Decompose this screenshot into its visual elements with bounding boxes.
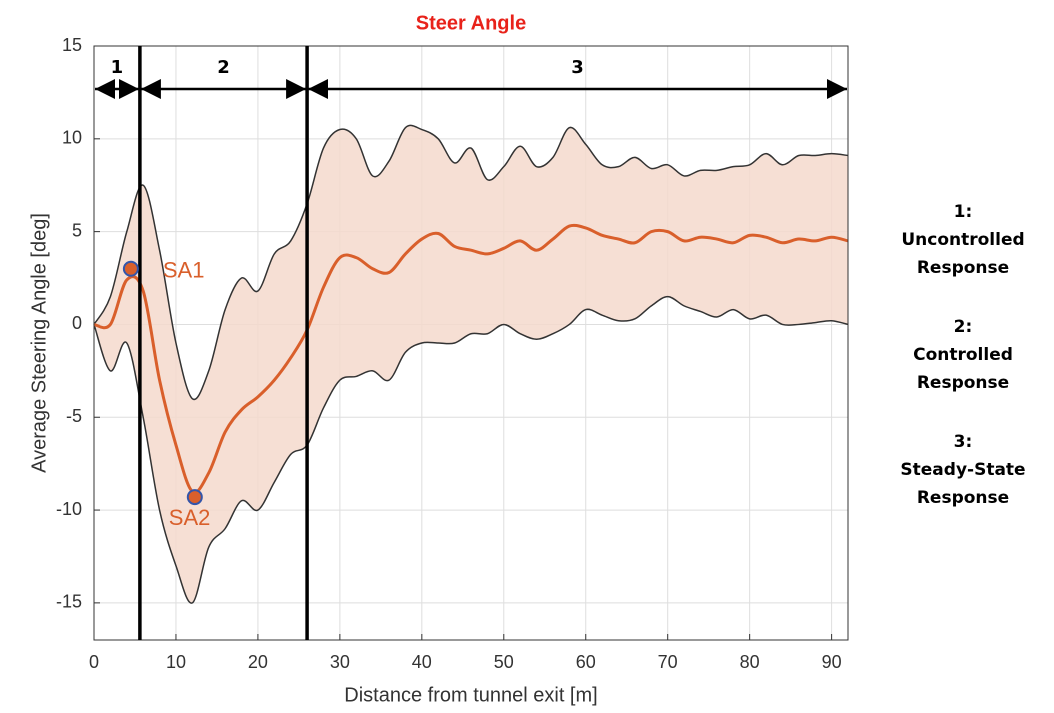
- y-tick-label: 0: [72, 313, 82, 333]
- side-note: Response: [917, 488, 1009, 508]
- y-tick-label: -15: [56, 592, 82, 612]
- side-note: 3:: [954, 432, 973, 452]
- region-label: 1: [111, 57, 124, 78]
- x-tick-label: 10: [166, 652, 186, 672]
- side-note: Uncontrolled: [901, 230, 1024, 250]
- marker-label: SA2: [169, 505, 211, 530]
- x-axis-label: Distance from tunnel exit [m]: [344, 684, 597, 706]
- band-edge: [93, 124, 849, 401]
- chart-title: Steer Angle: [416, 12, 526, 34]
- y-tick-label: 10: [62, 128, 82, 148]
- x-tick-label: 70: [658, 652, 678, 672]
- side-note: Steady-State: [900, 460, 1025, 480]
- marker: [122, 260, 139, 277]
- side-note: 2:: [954, 317, 973, 337]
- x-tick-label: 40: [412, 652, 432, 672]
- y-tick-label: -10: [56, 499, 82, 519]
- y-tick-label: -5: [66, 406, 82, 426]
- plot-frame: [93, 45, 849, 641]
- x-tick-label: 60: [576, 652, 596, 672]
- mean-line: [93, 223, 849, 494]
- x-tick-label: 0: [89, 652, 99, 672]
- x-tick-label: 30: [330, 652, 350, 672]
- y-axis-label: Average Steering Angle [deg]: [28, 213, 50, 473]
- y-tick-label: 5: [72, 220, 82, 240]
- x-tick-label: 90: [822, 652, 842, 672]
- marker-label: SA1: [163, 258, 205, 283]
- side-note: Response: [917, 373, 1009, 393]
- region-label: 2: [217, 57, 230, 78]
- marker: [186, 489, 203, 506]
- side-note: 1:: [954, 202, 973, 222]
- band-edge: [93, 295, 849, 604]
- side-note: Controlled: [913, 345, 1013, 365]
- x-tick-label: 80: [740, 652, 760, 672]
- x-tick-label: 50: [494, 652, 514, 672]
- band-area: [94, 125, 848, 604]
- y-tick-label: 15: [62, 35, 82, 55]
- side-note: Response: [917, 258, 1009, 278]
- x-tick-label: 20: [248, 652, 268, 672]
- region-label: 3: [571, 57, 584, 78]
